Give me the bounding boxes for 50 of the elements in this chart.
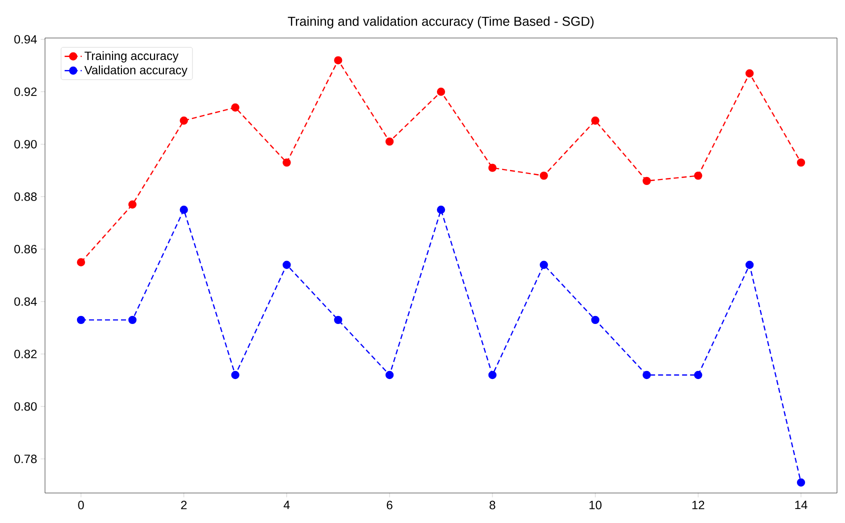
x-tick-label: 0: [78, 500, 84, 510]
x-tick-label: 10: [590, 500, 602, 510]
point: [76, 316, 86, 324]
y-tick-label: 0.92: [14, 88, 37, 96]
point: [180, 116, 188, 125]
x-tick-label: 2: [181, 500, 187, 510]
y-tick-label: 0.82: [14, 350, 37, 358]
point: [128, 316, 137, 324]
point: [385, 370, 394, 380]
point: [282, 158, 291, 167]
point: [76, 258, 86, 266]
point: [436, 206, 446, 214]
point: [436, 88, 446, 96]
point: [591, 116, 600, 125]
point: [591, 316, 600, 324]
point: [540, 260, 548, 269]
point: [385, 137, 394, 146]
legend-label: Validation accuracy: [84, 66, 188, 77]
point: [694, 172, 702, 180]
legend-label: Training accuracy: [84, 51, 179, 62]
x-tick-label: 12: [692, 500, 704, 510]
y-tick-label: 0.94: [14, 35, 37, 44]
point: [488, 164, 497, 172]
x-tick-label: 6: [386, 500, 392, 510]
point: [642, 370, 651, 380]
x-tick-label: 14: [795, 500, 808, 510]
x-tick-label: 8: [490, 500, 496, 510]
point: [488, 370, 497, 380]
y-tick-label: 0.80: [14, 402, 37, 411]
y-tick-label: 0.90: [14, 140, 37, 148]
point: [745, 69, 754, 78]
point: [796, 478, 806, 487]
point: [231, 370, 240, 380]
y-tick-label: 0.78: [14, 454, 37, 464]
point: [745, 260, 754, 269]
chart-title: Training and validation accuracy (Time Based - SGD): [288, 16, 594, 28]
point: [694, 370, 702, 380]
point: [231, 103, 240, 112]
point: [540, 172, 548, 180]
point: [334, 56, 342, 64]
x-tick-label: 4: [284, 500, 290, 510]
point: [796, 158, 806, 167]
y-tick-label: 0.86: [14, 244, 37, 254]
point: [334, 316, 342, 324]
point: [282, 260, 291, 269]
y-tick-label: 0.88: [14, 192, 37, 201]
point: [128, 200, 137, 209]
y-tick-label: 0.84: [14, 297, 37, 306]
point: [642, 176, 651, 186]
point: [180, 206, 188, 214]
